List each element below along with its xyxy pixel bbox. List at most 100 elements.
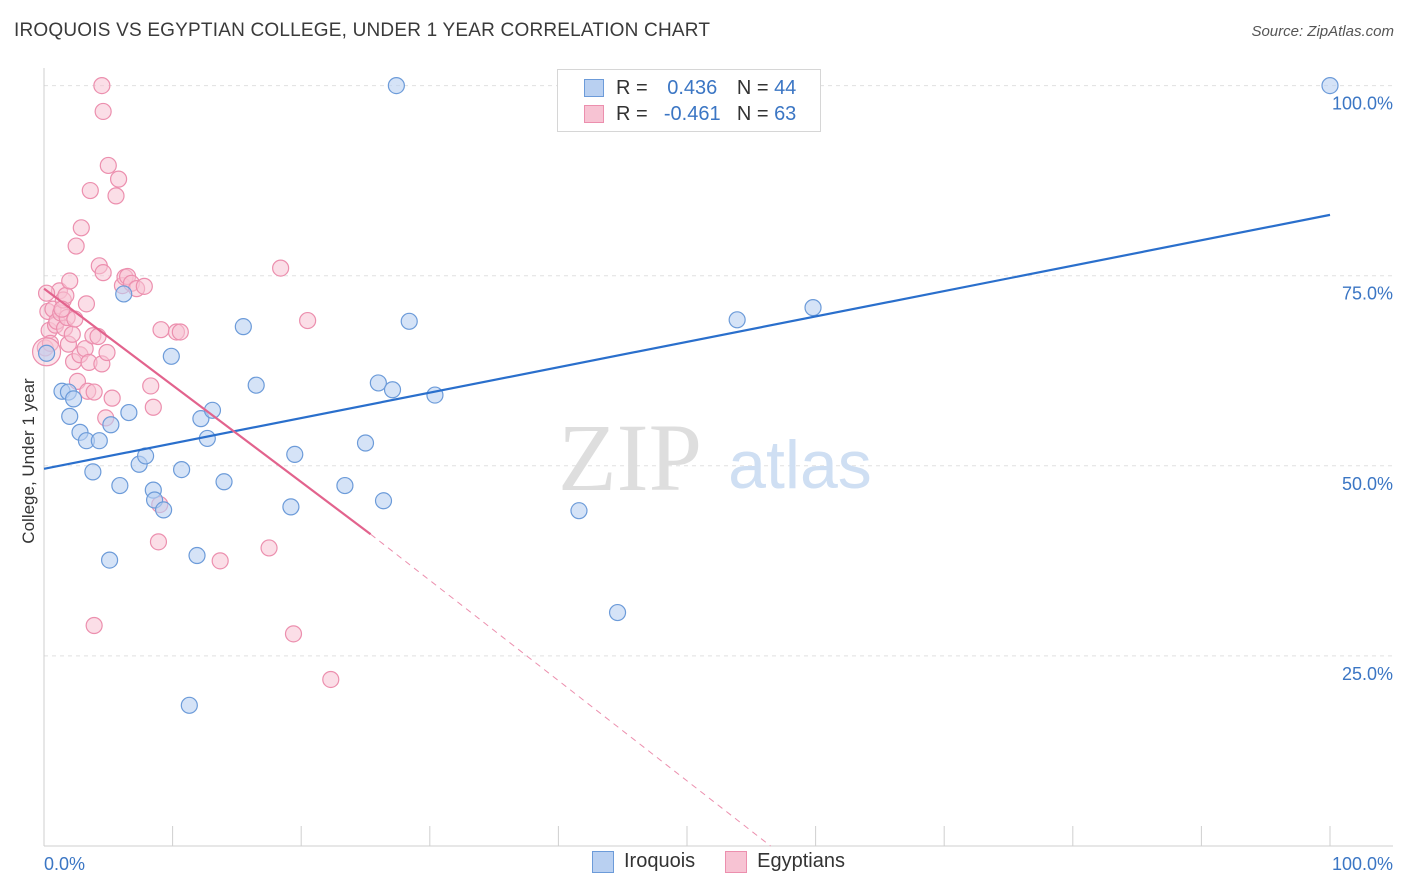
iroquois-point — [1321, 77, 1339, 95]
egyptians-point — [72, 219, 90, 237]
series-label-egyptians: Egyptians — [757, 850, 845, 872]
iroquois-point — [336, 476, 354, 495]
iroquois-point — [115, 285, 133, 303]
iroquois-point — [154, 501, 173, 519]
egyptians-point — [53, 300, 71, 318]
series-label-iroquois: Iroquois — [624, 850, 696, 872]
iroquois-point — [286, 445, 304, 463]
egyptians-point — [67, 237, 85, 255]
iroquois-point — [162, 347, 180, 365]
iroquois-point — [173, 461, 191, 479]
legend-n-label: N = — [736, 102, 769, 125]
correlation-legend: R = 0.436 N = 44 R = -0.461 N = 63 — [557, 69, 821, 132]
legend-r-value: -0.461 — [663, 102, 721, 125]
iroquois-point — [37, 344, 56, 362]
egyptians-point — [149, 533, 168, 551]
egyptians-point — [63, 325, 81, 343]
series-swatch-iroquois — [592, 850, 614, 873]
x-tick-label: 100.0% — [1332, 854, 1393, 874]
iroquois-point — [570, 502, 588, 520]
egyptians-point — [93, 77, 111, 95]
egyptians-point — [89, 327, 107, 346]
legend-swatch-iroquois — [584, 79, 604, 97]
iroquois-point — [356, 434, 375, 452]
iroquois-points — [37, 77, 1339, 714]
legend-r-value: 0.436 — [667, 76, 718, 99]
egyptians-point — [284, 625, 303, 643]
egyptians-point — [99, 156, 117, 175]
iroquois-point — [383, 381, 402, 399]
x-tick-label: 0.0% — [44, 854, 85, 874]
egyptians-trend-line — [43, 287, 372, 536]
iroquois-point — [369, 374, 387, 392]
egyptians-point — [299, 311, 317, 330]
legend-r-label: R = — [616, 76, 648, 99]
iroquois-point — [374, 492, 393, 510]
watermark-zip: ZIP — [558, 404, 702, 511]
egyptians-points — [31, 77, 340, 689]
egyptians-point — [144, 398, 162, 416]
watermark-atlas: atlas — [728, 427, 872, 503]
egyptians-point — [37, 284, 56, 302]
iroquois-point — [400, 312, 418, 330]
iroquois-point — [180, 696, 198, 714]
legend-r-label: R = — [616, 102, 648, 125]
iroquois-point — [192, 410, 210, 428]
iroquois-point — [188, 546, 206, 565]
series-swatch-egyptians — [725, 850, 748, 873]
egyptians-point — [211, 552, 229, 570]
source-label: Source: ZipAtlas.com — [1251, 23, 1394, 40]
legend-swatch-egyptians — [584, 105, 604, 123]
egyptians-point — [152, 321, 170, 339]
grid-lines — [44, 85, 1393, 657]
egyptians-point — [107, 187, 125, 205]
iroquois-point — [215, 473, 233, 491]
series-legend: Iroquois Egyptians — [592, 850, 875, 873]
legend-row-iroquois: R = 0.436 N = 44 — [584, 76, 796, 100]
iroquois-point — [608, 603, 627, 622]
y-tick-label: 100.0% — [1332, 94, 1393, 114]
y-axis-label: College, Under 1 year — [19, 378, 38, 544]
iroquois-point — [282, 498, 300, 516]
legend-n-label: N = — [736, 76, 769, 99]
legend-row-egyptians: R = -0.461 N = 63 — [584, 102, 796, 126]
legend-n-value: 63 — [774, 102, 797, 125]
series-legend-egyptians[interactable]: Egyptians — [725, 850, 845, 873]
trend-lines — [43, 213, 1331, 847]
egyptians-point — [61, 272, 79, 290]
iroquois-point — [728, 311, 746, 329]
series-legend-iroquois[interactable]: Iroquois — [592, 850, 695, 873]
iroquois-point — [64, 390, 83, 408]
tick-labels: 25.0% 50.0% 75.0% 100.0% 0.0% 100.0% — [44, 94, 1393, 874]
egyptians-point — [142, 377, 160, 395]
legend-n-value: 44 — [774, 76, 797, 99]
egyptians-point — [77, 295, 96, 313]
iroquois-point — [247, 376, 265, 394]
egyptians-trend-extension — [370, 533, 771, 847]
y-tick-label: 75.0% — [1342, 284, 1393, 304]
egyptians-point — [322, 670, 340, 689]
egyptians-point — [94, 102, 112, 121]
egyptians-point — [85, 383, 103, 401]
iroquois-point — [61, 407, 79, 425]
y-tick-label: 50.0% — [1342, 474, 1393, 494]
watermark: ZIP atlas — [558, 404, 872, 511]
egyptians-point — [81, 181, 99, 200]
chart-title: IROQUOIS VS EGYPTIAN COLLEGE, UNDER 1 YE… — [14, 20, 711, 41]
iroquois-point — [120, 403, 138, 422]
iroquois-point — [387, 77, 405, 95]
egyptians-point — [272, 259, 290, 277]
iroquois-trend-line — [43, 213, 1331, 470]
egyptians-point — [98, 343, 116, 362]
iroquois-point — [111, 476, 129, 495]
axes — [43, 68, 1393, 847]
y-tick-label: 25.0% — [1342, 664, 1393, 684]
iroquois-point — [102, 416, 120, 434]
iroquois-point — [90, 432, 108, 450]
egyptians-point — [85, 616, 103, 635]
egyptians-point — [94, 264, 112, 282]
egyptians-point — [109, 170, 128, 188]
iroquois-point — [84, 463, 102, 481]
iroquois-point — [100, 551, 119, 569]
